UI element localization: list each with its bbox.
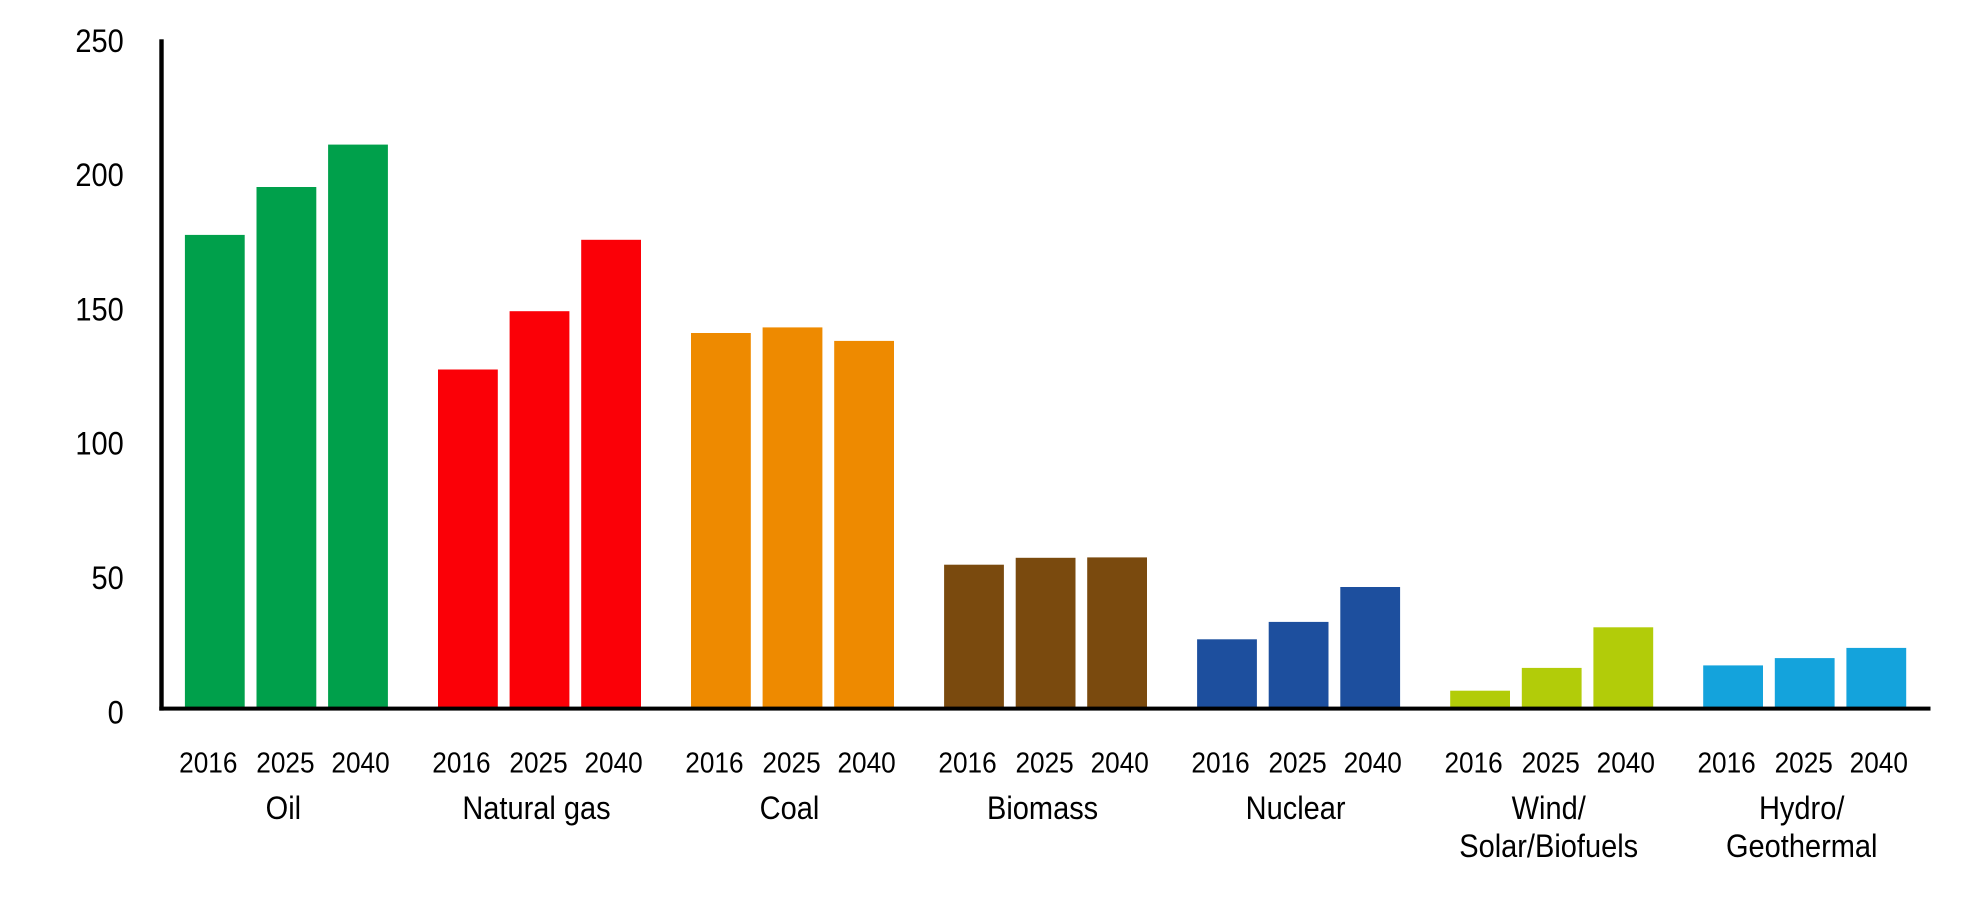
svg-text:2040: 2040: [837, 747, 895, 779]
svg-text:2025: 2025: [256, 747, 314, 779]
svg-text:Oil: Oil: [266, 789, 301, 826]
svg-text:Solar/Biofuels: Solar/Biofuels: [1459, 827, 1638, 864]
svg-text:150: 150: [75, 292, 123, 328]
svg-text:2025: 2025: [1268, 747, 1326, 779]
svg-text:2025: 2025: [509, 747, 567, 779]
svg-text:2016: 2016: [1191, 747, 1249, 779]
svg-text:2040: 2040: [1597, 747, 1655, 779]
svg-text:250: 250: [75, 23, 123, 59]
svg-text:2040: 2040: [1344, 747, 1402, 779]
svg-text:2025: 2025: [762, 747, 820, 779]
svg-text:2025: 2025: [1015, 747, 1073, 779]
svg-text:Biomass: Biomass: [987, 789, 1098, 826]
svg-text:Wind/: Wind/: [1512, 789, 1587, 826]
svg-text:2016: 2016: [938, 747, 996, 779]
svg-text:Natural gas: Natural gas: [462, 789, 610, 826]
svg-text:0: 0: [108, 695, 124, 731]
svg-text:2016: 2016: [685, 747, 743, 779]
svg-text:Coal: Coal: [760, 789, 820, 826]
svg-text:Nuclear: Nuclear: [1246, 789, 1346, 826]
svg-text:200: 200: [75, 158, 123, 194]
svg-text:2040: 2040: [1091, 747, 1149, 779]
svg-text:2016: 2016: [1697, 747, 1755, 779]
svg-text:2040: 2040: [584, 747, 642, 779]
svg-text:50: 50: [92, 561, 124, 597]
svg-text:2016: 2016: [432, 747, 490, 779]
svg-text:2016: 2016: [1444, 747, 1502, 779]
svg-text:2025: 2025: [1522, 747, 1580, 779]
svg-text:Geothermal: Geothermal: [1726, 827, 1877, 864]
svg-text:2040: 2040: [331, 747, 389, 779]
svg-text:Hydro/: Hydro/: [1759, 789, 1845, 826]
svg-text:2025: 2025: [1775, 747, 1833, 779]
svg-text:100: 100: [75, 426, 123, 462]
svg-text:2016: 2016: [179, 747, 237, 779]
svg-text:2040: 2040: [1850, 747, 1908, 779]
